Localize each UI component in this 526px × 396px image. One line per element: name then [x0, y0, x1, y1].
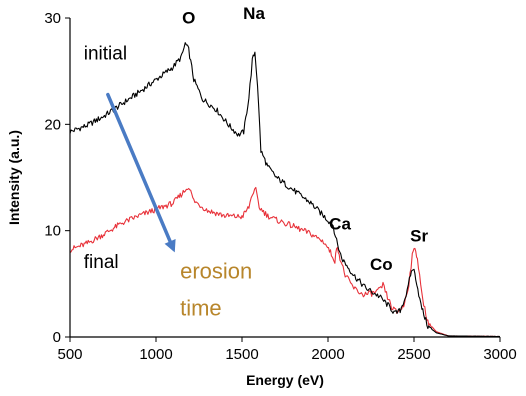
y-tick-label: 0 [53, 329, 61, 346]
peak-label-sr: Sr [410, 226, 428, 245]
y-tick-label: 20 [44, 116, 61, 133]
x-tick-label: 500 [57, 346, 82, 363]
series-line-final [69, 186, 500, 338]
peak-label-o: O [182, 8, 195, 27]
peak-label-ca: Ca [329, 215, 351, 234]
annotation-line-1: erosion [180, 259, 252, 284]
series-layer [69, 42, 501, 338]
y-axis-label: Intensity (a.u.) [6, 130, 22, 225]
x-tick-label: 1000 [139, 346, 172, 363]
x-tick-label: 2500 [397, 346, 430, 363]
x-axis-label: Energy (eV) [246, 372, 324, 388]
x-tick-label: 2000 [311, 346, 344, 363]
erosion-arrow-head [164, 239, 176, 253]
x-tick-label: 1500 [225, 346, 258, 363]
y-tick-label: 10 [44, 223, 61, 240]
series-label-final: final [84, 252, 119, 273]
series-line-initial [69, 42, 501, 338]
series-label-initial: initial [84, 43, 127, 64]
erosion-arrow [106, 92, 175, 251]
peak-label-na: Na [243, 4, 265, 23]
axis-layer: 500 1000 1500 2000 2500 3000 0 10 20 30 [44, 10, 516, 363]
x-tick-label: 3000 [483, 346, 516, 363]
annotation-layer: O Na Ca Co Sr initial final erosion time [84, 4, 429, 321]
peak-label-co: Co [370, 255, 393, 274]
y-tick-label: 30 [44, 10, 61, 27]
annotation-line-2: time [180, 296, 222, 321]
